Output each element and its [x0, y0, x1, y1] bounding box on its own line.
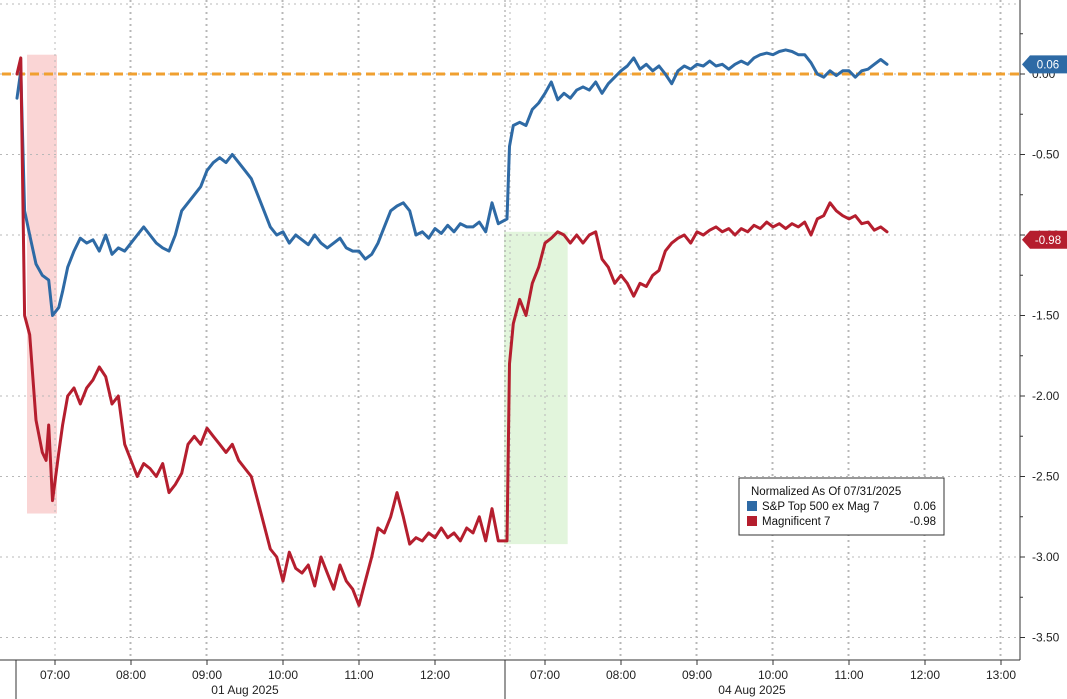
x-tick-label: 11:00 — [834, 668, 863, 682]
y-tick-label: -3.00 — [1032, 550, 1060, 564]
x-tick-label: 11:00 — [344, 668, 373, 682]
x-tick-label: 10:00 — [758, 668, 788, 682]
legend-value-sp500: 0.06 — [914, 501, 936, 513]
x-tick-label: 12:00 — [420, 668, 450, 682]
y-tick-label: -2.50 — [1032, 470, 1060, 484]
x-date-label: 04 Aug 2025 — [718, 683, 786, 697]
y-tick-label: -3.50 — [1032, 631, 1060, 645]
y-tick-label: -1.50 — [1032, 309, 1060, 323]
legend-title: Normalized As Of 07/31/2025 — [751, 486, 901, 498]
badge-value: 0.06 — [1037, 59, 1059, 71]
x-tick-label: 10:00 — [268, 668, 298, 682]
series-line-sp500-ex-mag7 — [15, 48, 889, 317]
x-tick-label: 12:00 — [910, 668, 940, 682]
end-badge-sp500: 0.06 — [1022, 55, 1067, 74]
end-value-badges: 0.06 -0.98 — [1022, 55, 1067, 249]
x-tick-label: 13:00 — [986, 668, 1016, 682]
end-badge-mag7: -0.98 — [1022, 230, 1067, 249]
badge-shape — [1022, 55, 1067, 74]
y-tick-label: -2.00 — [1032, 389, 1060, 403]
y-axis-ticks: 0.00-0.50-1.00-1.50-2.00-2.50-3.00-3.50 — [1020, 33, 1060, 645]
legend-swatch-mag7 — [747, 516, 757, 526]
x-tick-label: 09:00 — [682, 668, 712, 682]
legend-label-mag7: Magnificent 7 — [762, 516, 830, 528]
grid-lines — [0, 0, 1020, 660]
x-tick-label: 08:00 — [116, 668, 146, 682]
x-tick-label: 08:00 — [606, 668, 636, 682]
axes — [0, 0, 1021, 699]
series-line-magnificent-7 — [15, 56, 889, 607]
highlight-regions — [27, 54, 568, 545]
legend-label-sp500: S&P Top 500 ex Mag 7 — [762, 501, 879, 513]
y-tick-label: -0.50 — [1032, 148, 1060, 162]
legend-box — [738, 477, 945, 536]
x-date-label: 01 Aug 2025 — [211, 683, 279, 697]
badge-shape — [1022, 230, 1067, 249]
highlight-region-2 — [504, 231, 568, 545]
x-axis-ticks: 07:00 08:00 09:00 10:00 11:00 12:00 07:00 08:00… — [40, 660, 1016, 697]
highlight-region-1 — [27, 54, 57, 514]
legend: Normalized As Of 07/31/2025 S&P Top 500 … — [738, 477, 945, 536]
x-tick-label: 07:00 — [40, 668, 70, 682]
legend-value-mag7: -0.98 — [910, 516, 936, 528]
legend-swatch-sp500 — [747, 501, 757, 511]
series-lines — [15, 48, 889, 607]
badge-value: -0.98 — [1035, 235, 1061, 247]
x-tick-label: 09:00 — [192, 668, 222, 682]
x-tick-label: 07:00 — [530, 668, 560, 682]
